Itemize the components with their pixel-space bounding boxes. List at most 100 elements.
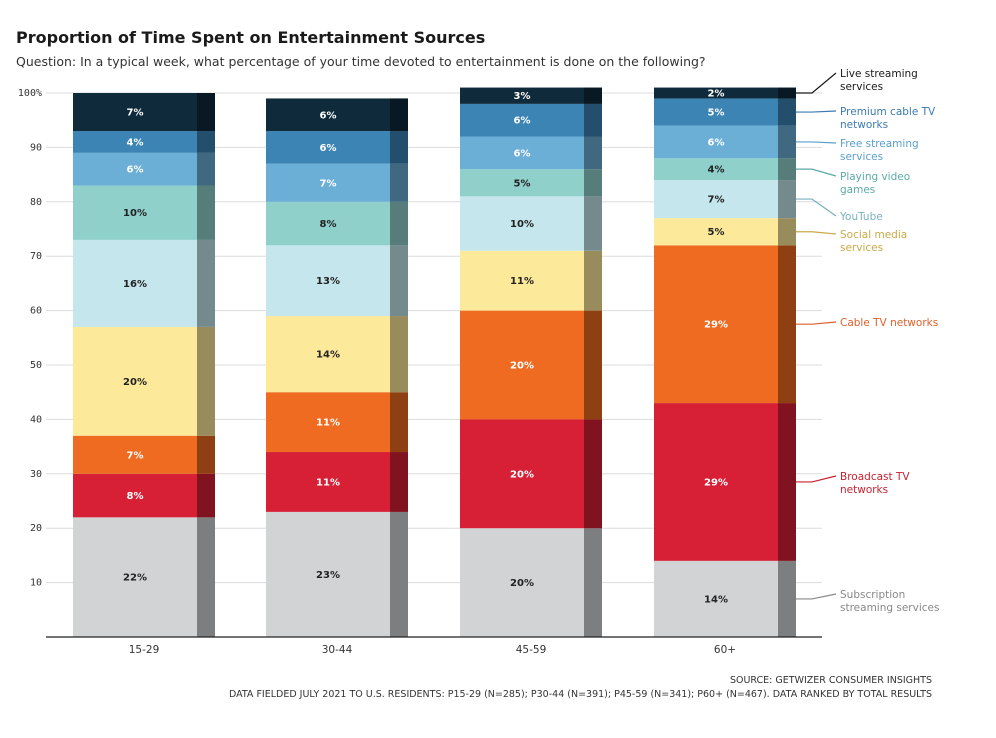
bar-shade — [390, 163, 408, 202]
legend-connector — [796, 72, 837, 94]
bar-value-label: 7% — [320, 178, 337, 189]
bar-value-label: 16% — [123, 279, 147, 290]
bar-segment — [654, 403, 778, 561]
bar-value-label: 20% — [510, 361, 534, 372]
legend-label: services — [840, 151, 883, 163]
chart-subtitle: Question: In a typical week, what percen… — [16, 54, 706, 69]
bar-shade — [197, 435, 215, 474]
bar-value-label: 14% — [316, 350, 340, 361]
legend-label: Cable TV networks — [840, 317, 938, 329]
bar-value-label: 22% — [123, 573, 147, 584]
y-tick-label: 60 — [30, 306, 42, 317]
bar-shade-overlay — [390, 131, 408, 164]
bar-shade-overlay — [778, 245, 796, 404]
y-tick-label: 40 — [30, 414, 42, 425]
bar-shade — [197, 185, 215, 240]
bar-shade — [197, 473, 215, 518]
bar-shade — [778, 158, 796, 181]
bar-shade-overlay — [390, 452, 408, 512]
bar-segment — [266, 245, 390, 317]
bar-shade — [197, 517, 215, 637]
bar-shade — [390, 201, 408, 246]
source-line-2: DATA FIELDED JULY 2021 TO U.S. RESIDENTS… — [228, 689, 932, 700]
legend-connector — [796, 168, 837, 177]
bar-shade — [584, 250, 602, 311]
bar-shade-overlay — [778, 403, 796, 561]
bar-value-label: 20% — [123, 377, 147, 388]
bar-shade — [390, 392, 408, 453]
bar-value-label: 4% — [127, 137, 144, 148]
bar-value-label: 6% — [514, 148, 531, 159]
legend-label: networks — [840, 484, 888, 496]
bar-shade-overlay — [584, 136, 602, 170]
legend-label: Free streaming — [840, 138, 919, 150]
bar-segment — [266, 392, 390, 453]
bar-segment — [73, 473, 197, 518]
bar-shade — [778, 218, 796, 246]
bar-shade — [584, 169, 602, 197]
bar-segment — [460, 196, 584, 251]
bar-shade — [778, 125, 796, 159]
y-tick-label: 30 — [30, 469, 42, 480]
legend-connector — [796, 593, 837, 600]
bar-shade — [390, 131, 408, 164]
bar-segment — [73, 326, 197, 436]
bar-shade-overlay — [197, 435, 215, 474]
bar-value-label: 6% — [320, 110, 337, 121]
y-tick-label: 20 — [30, 523, 42, 534]
x-tick-label: 45-59 — [516, 644, 547, 656]
bar-shade-overlay — [584, 250, 602, 311]
legend-connector — [796, 141, 837, 144]
bar-value-label: 6% — [708, 137, 725, 148]
bar-shade — [390, 98, 408, 132]
bar-segment — [460, 103, 584, 137]
bar-shade-overlay — [584, 103, 602, 137]
bar-segment — [460, 136, 584, 170]
bar-shade-overlay — [584, 419, 602, 529]
legend-connector — [796, 110, 837, 113]
legend-label: Playing video — [840, 171, 910, 183]
bar-value-label: 11% — [316, 418, 340, 429]
legend-label: streaming services — [840, 602, 939, 614]
bar-value-label: 29% — [704, 477, 728, 488]
bar-segment — [460, 310, 584, 420]
y-tick-label: 80 — [30, 197, 42, 208]
bar-shade-overlay — [197, 239, 215, 327]
source-line-1: SOURCE: GETWIZER CONSUMER INSIGHTS — [729, 675, 932, 686]
bar-shade-overlay — [584, 87, 602, 104]
bar-value-label: 2% — [708, 89, 725, 100]
legend-label: Live streaming — [840, 68, 918, 80]
bar-segment — [460, 419, 584, 529]
bar-value-label: 29% — [704, 320, 728, 331]
y-tick-label: 100% — [18, 88, 42, 99]
bar-shade — [584, 419, 602, 529]
bar-shade-overlay — [584, 169, 602, 197]
bar-shade-overlay — [778, 158, 796, 181]
bar-shade — [390, 452, 408, 512]
bar-value-label: 7% — [127, 450, 144, 461]
bar-value-label: 6% — [514, 116, 531, 127]
legend-label: services — [840, 242, 883, 254]
bar-segment — [73, 239, 197, 327]
y-tick-label: 50 — [30, 360, 42, 371]
legend-label: networks — [840, 119, 888, 131]
bar-shade-overlay — [197, 131, 215, 153]
x-tick-label: 15-29 — [129, 644, 160, 656]
legend-label: games — [840, 184, 875, 196]
bar-value-label: 7% — [708, 195, 725, 206]
bar-shade — [778, 180, 796, 219]
bar-segment — [73, 517, 197, 637]
bar-shade — [778, 403, 796, 561]
bar-value-label: 5% — [514, 178, 531, 189]
legend-label: Subscription — [840, 589, 905, 601]
bar-shade-overlay — [778, 125, 796, 159]
bar-segment — [460, 87, 584, 104]
bar-shade — [778, 245, 796, 404]
bar-value-label: 8% — [320, 219, 337, 230]
bar-shade-overlay — [197, 152, 215, 186]
bar-value-label: 4% — [708, 165, 725, 176]
bar-shade-overlay — [584, 196, 602, 251]
bar-shade — [197, 131, 215, 153]
bar-shade — [390, 245, 408, 317]
